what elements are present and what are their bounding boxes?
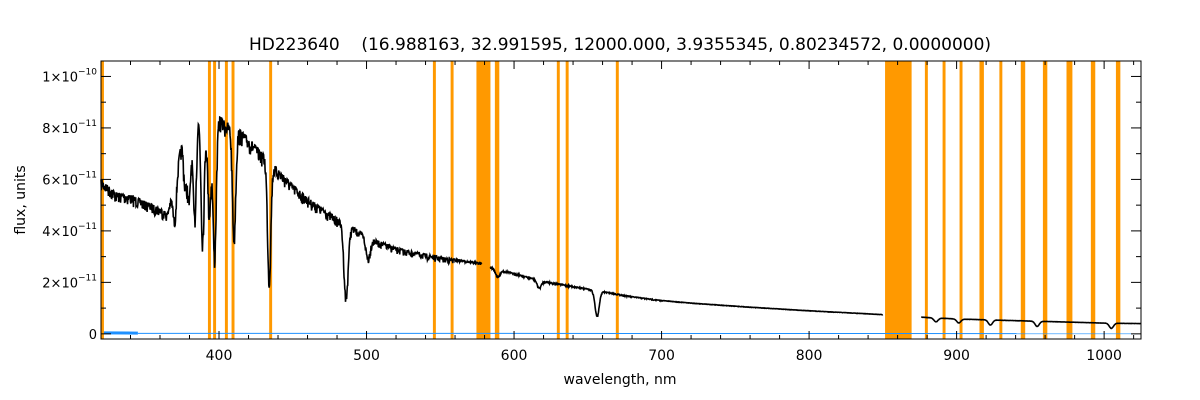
y-tick-label: 0: [89, 328, 97, 343]
masked-region-22: [1090, 61, 1096, 339]
error-series: [103, 331, 1139, 335]
y-tick-label: 2×10−11: [42, 273, 97, 291]
masked-region-6: [432, 61, 436, 339]
y-axis-label: flux, units: [13, 165, 29, 234]
chart-title: HD223640 (16.988163, 32.991595, 12000.00…: [249, 35, 991, 55]
x-axis-ticks: 400 500 600 700 800 900 1000: [130, 61, 1135, 364]
masked-region-18: [999, 61, 1003, 339]
masked-region-7: [450, 61, 454, 339]
x-tick-label: 1000: [1086, 348, 1122, 364]
y-tick-label: 8×10−11: [42, 119, 97, 137]
masked-region-11: [565, 61, 569, 339]
masked-region-13: [885, 61, 912, 339]
masked-region-20: [1042, 61, 1048, 339]
masked-region-0: [101, 61, 104, 339]
masked-region-16: [959, 61, 963, 339]
y-axis-ticks: 0 2×10−11 4×10−11 6×10−11 8×10−11 1×10−10: [42, 67, 1141, 343]
masked-region-21: [1066, 61, 1073, 339]
masked-region-9: [494, 61, 500, 339]
x-axis-label: wavelength, nm: [564, 372, 677, 388]
x-tick-label: 600: [501, 348, 528, 364]
masked-region-17: [979, 61, 984, 339]
masked-region-3: [224, 61, 228, 339]
y-tick-label: 6×10−11: [42, 170, 97, 188]
masked-region-5: [269, 61, 273, 339]
x-tick-label: 800: [796, 348, 823, 364]
plot-frame: [100, 60, 1142, 340]
masked-region-23: [1115, 61, 1121, 339]
x-tick-label: 500: [353, 348, 380, 364]
masked-regions: [101, 61, 1121, 339]
masked-region-14: [924, 61, 928, 339]
spectrum-line: [489, 265, 884, 318]
masked-region-1: [207, 61, 211, 339]
y-tick-label: 4×10−11: [42, 222, 97, 240]
masked-region-15: [942, 61, 946, 339]
masked-region-12: [615, 61, 619, 339]
spectrum-series: [100, 115, 1142, 330]
masked-region-8: [476, 61, 491, 339]
x-tick-label: 700: [648, 348, 675, 364]
y-tick-label: 1×10−10: [42, 67, 97, 85]
x-tick-label: 900: [943, 348, 970, 364]
x-tick-label: 400: [206, 348, 233, 364]
spectrum-line: [921, 316, 1142, 330]
spectrum-line: [100, 115, 483, 302]
masked-region-19: [1020, 61, 1026, 339]
masked-region-2: [213, 61, 217, 339]
masked-region-10: [556, 61, 560, 339]
